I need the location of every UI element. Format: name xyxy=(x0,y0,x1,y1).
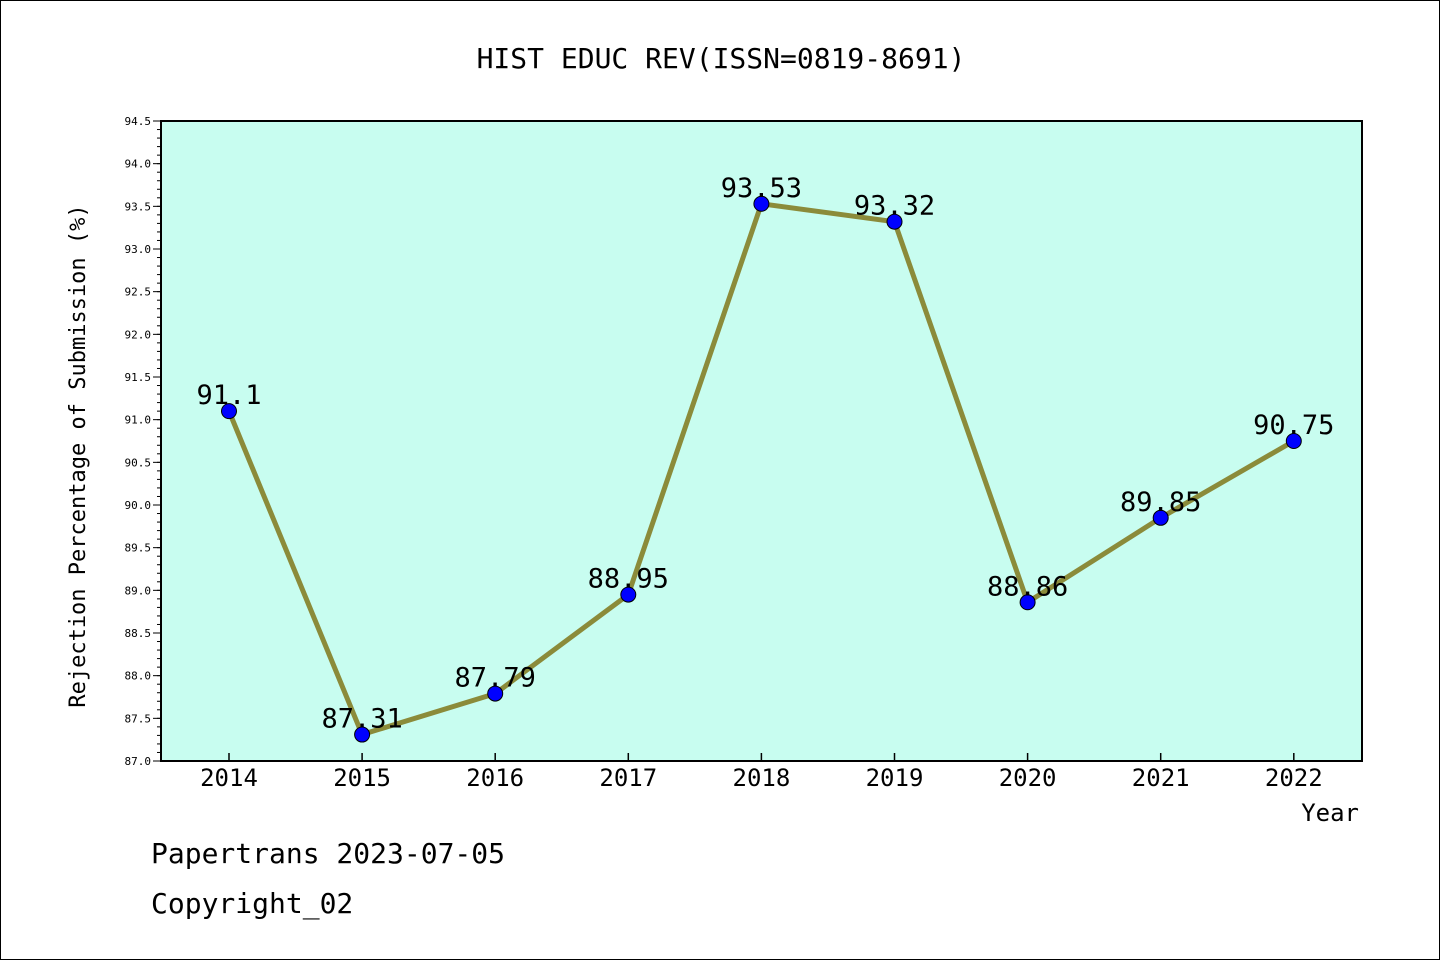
y-tick-label: 89.5 xyxy=(125,542,152,555)
y-tick-label: 93.0 xyxy=(125,243,152,256)
data-point xyxy=(753,195,770,212)
x-tick-label: 2015 xyxy=(333,764,391,792)
data-point xyxy=(354,726,371,743)
x-tick-label: 2017 xyxy=(599,764,657,792)
data-labels-group: 91.1 87.31 87.79 88.95 93.53 93.32 88.86 89.85 9… xyxy=(196,173,1334,735)
x-axis: 2014 2015 2016 2017 2018 2019 2020 2021 2022 xyxy=(200,753,1323,792)
data-label: 87.79 xyxy=(455,663,536,694)
y-tick-label: 91.5 xyxy=(125,371,152,384)
y-tick-label: 88.5 xyxy=(125,627,152,640)
y-axis-label: Rejection Percentage of Submission (%) xyxy=(66,204,91,707)
x-tick-label: 2016 xyxy=(466,764,524,792)
footer-source: Papertrans 2023-07-05 xyxy=(151,837,506,870)
data-label: 89.85 xyxy=(1120,487,1201,518)
y-tick-label: 87.5 xyxy=(125,712,152,725)
y-tick-label: 93.5 xyxy=(125,200,152,213)
x-tick-label: 2021 xyxy=(1132,764,1190,792)
y-tick-label: 94.5 xyxy=(125,115,152,128)
y-tick-label: 92.5 xyxy=(125,286,152,299)
y-tick-label: 90.0 xyxy=(125,499,152,512)
data-point xyxy=(1152,509,1169,526)
data-label: 93.53 xyxy=(721,173,802,204)
y-tick-label: 90.5 xyxy=(125,456,152,469)
data-label: 88.86 xyxy=(987,571,1068,602)
y-tick-label: 92.0 xyxy=(125,328,152,341)
data-label: 91.1 xyxy=(196,380,261,411)
data-point xyxy=(487,685,504,702)
y-tick-label: 91.0 xyxy=(125,414,152,427)
series-group xyxy=(221,195,1302,743)
data-label: 93.32 xyxy=(854,191,935,222)
footer-copyright: Copyright_02 xyxy=(151,887,354,920)
y-axis: 87.0 87.5 88.0 88.5 89.0 89.5 90.0 90.5 91.0 91.5… xyxy=(125,115,161,768)
data-point xyxy=(886,213,903,230)
data-label: 90.75 xyxy=(1253,410,1334,441)
x-tick-label: 2022 xyxy=(1265,764,1323,792)
data-point xyxy=(1285,433,1302,449)
x-tick-label: 2020 xyxy=(999,764,1057,792)
y-tick-label: 94.0 xyxy=(125,158,152,171)
data-label: 87.31 xyxy=(321,704,402,735)
x-axis-label: Year xyxy=(1301,799,1359,827)
chart-title: HIST EDUC REV(ISSN=0819-8691) xyxy=(477,42,966,75)
x-tick-label: 2018 xyxy=(733,764,791,792)
plot-area xyxy=(160,120,1363,762)
data-point xyxy=(620,586,637,603)
y-tick-label: 88.0 xyxy=(125,670,152,683)
data-point xyxy=(221,403,237,420)
y-tick-label: 89.0 xyxy=(125,584,152,597)
data-point xyxy=(1019,594,1036,611)
y-tick-label: 87.0 xyxy=(125,755,152,768)
x-tick-label: 2019 xyxy=(866,764,924,792)
x-tick-label: 2014 xyxy=(200,764,258,792)
data-label: 88.95 xyxy=(588,564,669,595)
